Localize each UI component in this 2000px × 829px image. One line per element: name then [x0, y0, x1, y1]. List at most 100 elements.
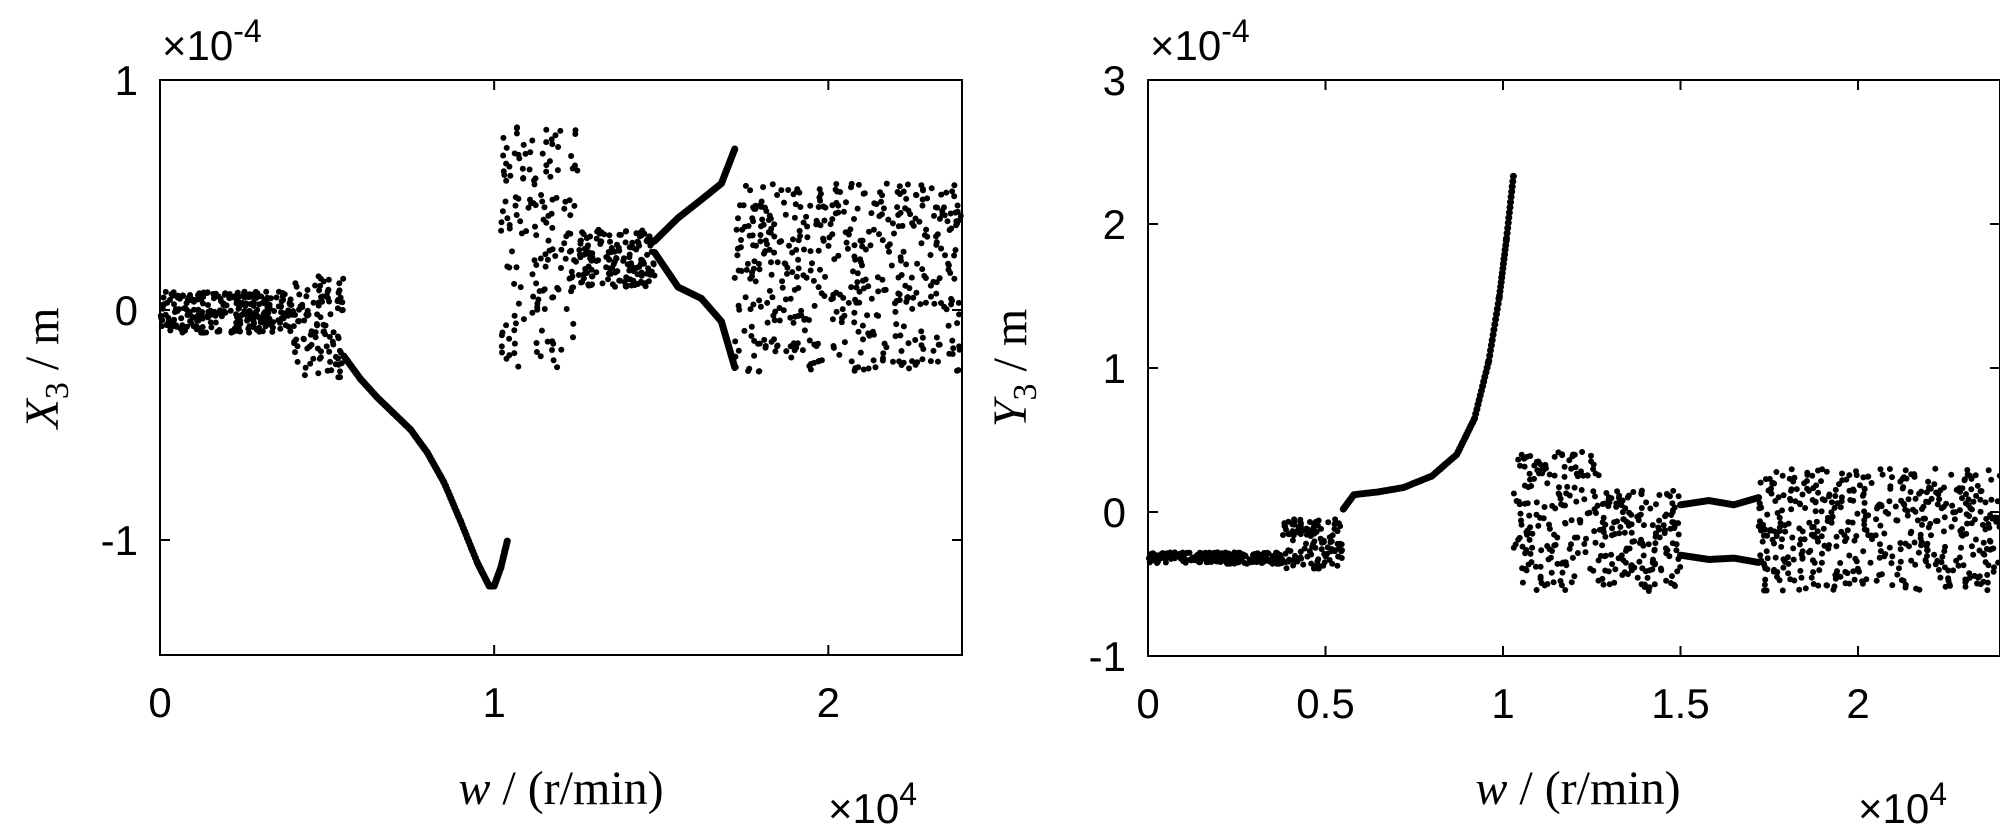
scatter-point: [764, 299, 771, 306]
scatter-point: [1851, 576, 1858, 583]
scatter-point: [513, 212, 520, 218]
scatter-point: [807, 267, 814, 274]
scatter-point: [1519, 579, 1526, 586]
scatter-point: [756, 340, 763, 347]
scatter-point: [827, 221, 834, 228]
scatter-point: [1329, 532, 1336, 539]
scatter-point: [1779, 472, 1786, 479]
scatter-point: [1966, 570, 1973, 577]
scatter-point: [1984, 579, 1991, 586]
scatter-point: [1557, 578, 1564, 584]
scatter-point: [1970, 551, 1977, 558]
scatter-point: [1529, 530, 1536, 537]
scatter-point: [503, 144, 510, 151]
scatter-point: [1881, 553, 1888, 560]
scatter-point: [1790, 556, 1797, 563]
scatter-point: [847, 226, 854, 233]
scatter-point: [1289, 537, 1296, 544]
scatter-point: [1975, 574, 1982, 581]
scatter-point: [1790, 545, 1797, 552]
scatter-point: [910, 222, 917, 229]
scatter-point: [1636, 540, 1643, 546]
scatter-point: [1915, 549, 1922, 556]
scatter-point: [158, 323, 165, 330]
scatter-point: [606, 265, 613, 272]
scatter-point: [768, 271, 775, 278]
curve-point: [1494, 300, 1502, 308]
scatter-point: [781, 260, 788, 267]
scatter-point: [1213, 558, 1220, 565]
scatter-point: [1882, 508, 1889, 515]
scatter-point: [326, 348, 333, 355]
scatter-point: [761, 250, 767, 257]
scatter-point: [1963, 491, 1969, 498]
scatter-point: [1894, 571, 1901, 578]
scatter-point: [498, 219, 505, 226]
scatter-point: [1320, 537, 1327, 544]
scatter-point: [1932, 518, 1939, 524]
scatter-point: [1821, 542, 1828, 549]
scatter-point: [503, 322, 510, 329]
scatter-point: [859, 237, 866, 244]
scatter-point: [534, 300, 541, 307]
scatter-point: [280, 310, 287, 317]
scatter-point: [599, 280, 606, 287]
scatter-point: [825, 242, 832, 249]
scatter-point: [538, 192, 545, 198]
scatter-point: [1651, 546, 1658, 553]
scatter-point: [747, 306, 754, 313]
scatter-point: [1809, 472, 1816, 479]
scatter-point: [319, 298, 326, 305]
scatter-point: [900, 359, 907, 366]
scatter-point: [1250, 559, 1257, 565]
scatter-point: [896, 191, 903, 197]
scatter-point: [1814, 535, 1821, 542]
scatter-point: [1533, 458, 1540, 465]
scatter-point: [314, 345, 321, 352]
scatter-point: [831, 256, 838, 263]
scatter-point: [1788, 506, 1795, 513]
scatter-point: [836, 351, 843, 358]
x-tick-label: 0: [1136, 680, 1159, 727]
scatter-point: [859, 262, 865, 269]
scatter-point: [515, 195, 522, 202]
scatter-point: [205, 314, 211, 321]
scatter-point: [1810, 581, 1817, 587]
scatter-point: [1335, 553, 1342, 560]
scatter-point: [1611, 579, 1618, 586]
scatter-point: [1224, 560, 1231, 567]
scatter-point: [1670, 487, 1677, 494]
scatter-point: [1968, 486, 1975, 493]
scatter-point: [1990, 568, 1997, 575]
scatter-point: [1177, 555, 1184, 562]
scatter-point: [1285, 518, 1292, 525]
scatter-point: [1779, 507, 1785, 514]
scatter-point: [1953, 557, 1960, 564]
scatter-point: [1786, 475, 1793, 482]
scatter-point: [1521, 482, 1528, 489]
scatter-point: [550, 340, 557, 347]
scatter-point: [650, 261, 657, 268]
scatter-point: [870, 226, 877, 233]
scatter-point: [200, 329, 207, 336]
scatter-point: [531, 181, 538, 188]
scatter-point: [1905, 496, 1912, 503]
scatter-point: [755, 260, 762, 267]
scatter-point: [1559, 569, 1566, 576]
scatter-point: [1338, 548, 1345, 555]
scatter-point: [862, 246, 869, 253]
scatter-point: [1289, 557, 1296, 564]
scatter-point: [1764, 532, 1771, 539]
scatter-point: [1923, 543, 1930, 549]
scatter-point: [1771, 540, 1777, 547]
scatter-point: [807, 202, 814, 209]
scatter-point: [1856, 482, 1863, 489]
scatter-point: [1842, 580, 1849, 587]
scatter-point: [1793, 486, 1800, 493]
scatter-point: [1290, 562, 1297, 569]
scatter-point: [513, 130, 520, 137]
scatter-point: [1799, 491, 1806, 498]
scatter-point: [912, 337, 919, 343]
scatter-point: [1645, 541, 1652, 548]
scatter-point: [1594, 502, 1601, 509]
